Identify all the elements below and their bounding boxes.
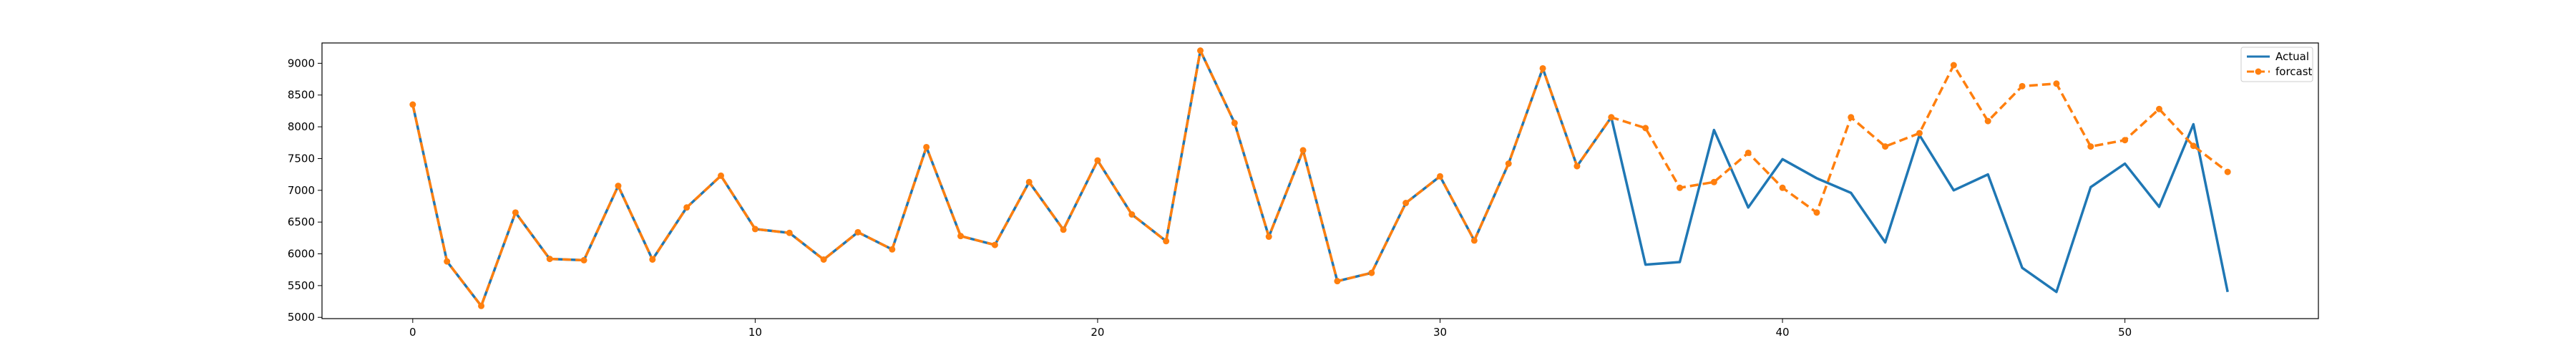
x-axis: 0 10 20 30 40 50 (409, 319, 2132, 339)
forecast-point (2122, 137, 2129, 144)
forecast-point (1813, 209, 1820, 216)
plot-frame (321, 42, 2319, 319)
x-tick-label: 40 (1776, 326, 1790, 339)
forecast-point (854, 228, 862, 236)
forecast-point (1060, 226, 1067, 233)
forecast-point (478, 302, 485, 309)
forecast-point (1642, 125, 1649, 132)
forecast-point (991, 241, 998, 248)
forecast-point (1334, 278, 1341, 285)
forecast-point (889, 246, 896, 253)
forecast-point (786, 229, 793, 236)
forecast-point (2019, 82, 2026, 90)
forecast-point (2190, 142, 2197, 150)
y-tick-label: 9000 (288, 57, 315, 69)
y-tick-label: 5000 (288, 311, 315, 324)
x-tick-label: 50 (2118, 326, 2132, 339)
legend-actual-label: Actual (2275, 50, 2309, 63)
forecast-point (1025, 178, 1033, 185)
forecast-point (1437, 173, 1443, 180)
forecast-point (2155, 105, 2162, 112)
forecast-point (1950, 62, 1957, 69)
x-tick-label: 20 (1091, 326, 1104, 339)
forecast-point (718, 172, 725, 179)
forecast-point (1710, 178, 1717, 185)
forecast-point (1745, 149, 1752, 156)
forecast-point (1128, 211, 1136, 218)
forecast-point (751, 226, 758, 233)
y-tick-label: 8000 (288, 120, 315, 133)
forecast-point (1505, 160, 1512, 168)
forecast-point (1094, 157, 1101, 164)
y-tick-label: 6500 (288, 216, 315, 228)
series-layer (409, 47, 2231, 309)
forecast-point (444, 258, 451, 265)
forecast-point (1368, 269, 1375, 276)
forecast-point (1779, 184, 1786, 191)
x-tick-label: 0 (409, 326, 416, 339)
y-tick-label: 8500 (288, 89, 315, 102)
forecast-point (1676, 184, 1683, 191)
forecast-point (409, 101, 416, 108)
series-forecast-line (411, 49, 2229, 308)
forecast-point (2087, 143, 2094, 150)
forecast-point (649, 256, 656, 263)
forecast-point (512, 209, 519, 216)
forecast-point (1299, 147, 1307, 154)
forecast-point (1470, 237, 1478, 244)
forecast-point (615, 183, 622, 190)
forecast-point (1916, 130, 1923, 137)
forecast-point (1402, 200, 1410, 207)
forecast-point (820, 256, 827, 263)
forecast-point (923, 143, 930, 150)
forecast-point (1197, 47, 1204, 54)
forecast-point (1848, 114, 1855, 121)
forecast-point (2224, 168, 2231, 175)
legend-forecast-label: forcast (2275, 65, 2313, 78)
forecast-point (1265, 233, 1272, 241)
y-tick-label: 5500 (288, 279, 315, 292)
y-tick-label: 6000 (288, 248, 315, 261)
forecast-point (1231, 120, 1238, 127)
y-tick-label: 7500 (288, 152, 315, 165)
forecast-point (683, 204, 691, 211)
forecast-point (1574, 163, 1581, 170)
legend: Actual forcast (2240, 47, 2313, 82)
y-axis: 5000 5500 6000 6500 7000 7500 8000 8500 9000 (288, 57, 322, 324)
forecast-point (1608, 114, 1615, 121)
y-tick-label: 7000 (288, 184, 315, 197)
legend-forecast-marker (2255, 68, 2262, 75)
forecast-point (1163, 238, 1170, 245)
forecast-point (2053, 80, 2060, 87)
x-tick-label: 10 (748, 326, 762, 339)
forecast-point (1882, 143, 1889, 150)
forecast-point (546, 256, 553, 263)
forecast-point (1539, 64, 1546, 72)
x-tick-label: 30 (1433, 326, 1447, 339)
forecast-point (580, 256, 587, 263)
forecast-point (957, 233, 965, 240)
forecast-point (1984, 117, 1991, 125)
